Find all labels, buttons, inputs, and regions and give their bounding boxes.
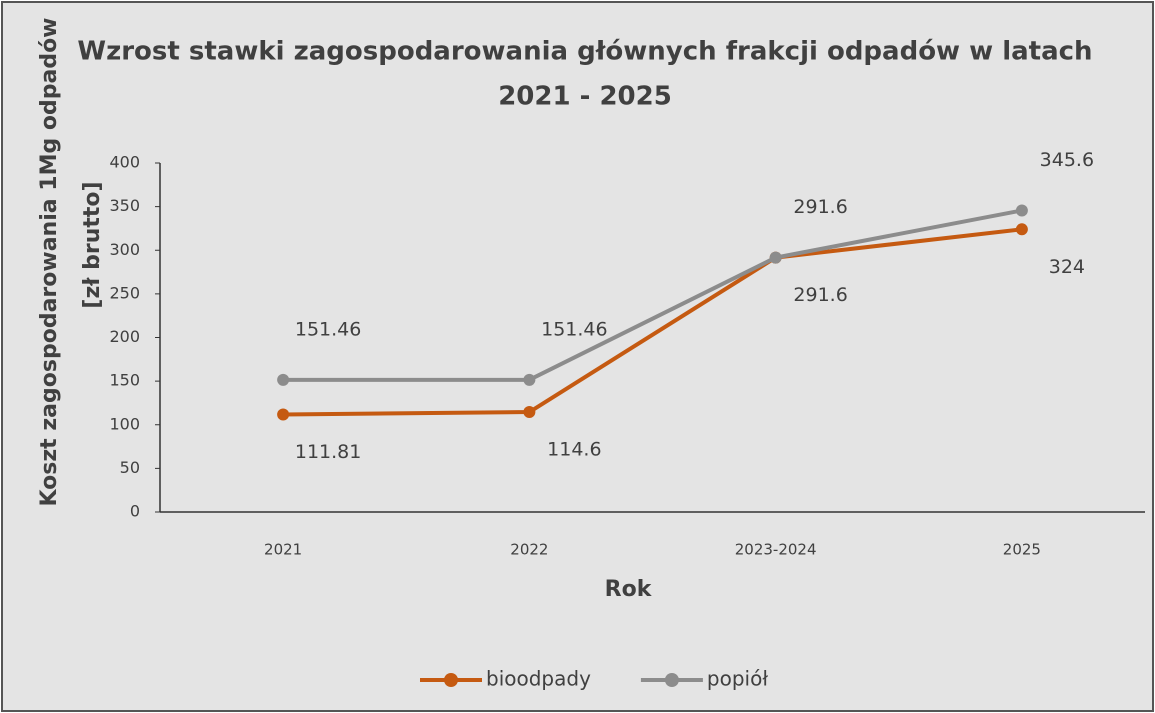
y-tick-label: 250 <box>109 283 140 302</box>
y-tick-label: 300 <box>109 240 140 259</box>
data-point <box>277 373 290 386</box>
y-tick-label: 200 <box>109 327 140 346</box>
series-line <box>283 208 1023 382</box>
y-axis-title: [zł brutto] <box>80 181 105 308</box>
series-line <box>283 227 1023 417</box>
data-label: 291.6 <box>793 196 847 218</box>
y-tick-label: 150 <box>109 371 140 390</box>
legend-label: bioodpady <box>486 667 591 691</box>
data-label: 114.6 <box>547 439 601 461</box>
chart-title: Wzrost stawki zagospodarowania głównych … <box>77 37 1092 67</box>
y-tick-label: 350 <box>109 196 140 215</box>
x-tick-label: 2021 <box>264 541 302 559</box>
x-tick-label: 2022 <box>510 541 548 559</box>
data-label: 151.46 <box>295 318 361 340</box>
y-axis-title: Koszt zagospodarowania 1Mg odpadów <box>37 17 62 506</box>
y-tick-label: 100 <box>109 414 140 433</box>
legend-label: popiół <box>707 667 768 691</box>
data-label: 151.46 <box>541 318 607 340</box>
chart-title: 2021 - 2025 <box>498 82 672 112</box>
x-axis-title: Rok <box>605 577 653 602</box>
data-label: 324 <box>1049 256 1085 278</box>
data-point <box>277 408 290 421</box>
legend-marker <box>444 673 458 687</box>
data-point <box>1015 223 1028 236</box>
data-label: 345.6 <box>1040 149 1094 171</box>
data-label: 111.81 <box>295 441 361 463</box>
legend-marker <box>664 673 679 687</box>
y-tick-label: 400 <box>109 153 140 172</box>
data-point <box>523 406 536 419</box>
data-point <box>523 373 536 386</box>
data-point <box>769 251 782 264</box>
x-tick-label: 2025 <box>1003 541 1041 559</box>
data-point <box>1015 204 1028 217</box>
data-label: 291.6 <box>793 284 847 306</box>
x-tick-label: 2023-2024 <box>735 541 817 559</box>
y-tick-label: 0 <box>130 502 140 521</box>
y-tick-label: 50 <box>120 458 140 477</box>
